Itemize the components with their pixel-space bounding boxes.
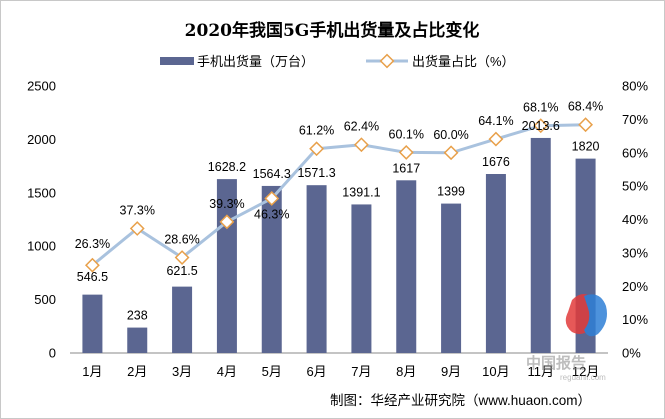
bar <box>127 327 148 353</box>
bar <box>261 185 282 353</box>
line-value-label: 68.4% <box>568 100 603 114</box>
bar <box>485 174 506 353</box>
bar <box>351 204 372 353</box>
x-tick-label: 10月 <box>482 364 509 379</box>
bar-value-label: 1617 <box>392 161 420 175</box>
line-marker <box>398 144 414 160</box>
legend-label-bar: 手机出货量（万台） <box>197 54 314 69</box>
y-left-tick-label: 0 <box>49 346 56 361</box>
bar-value-label: 1399 <box>437 185 465 199</box>
x-tick-label: 4月 <box>217 364 237 379</box>
line-marker <box>129 221 145 236</box>
legend-label-line: 出货量占比（%） <box>412 54 515 69</box>
line-marker <box>578 117 594 133</box>
x-tick-label: 9月 <box>441 364 461 379</box>
bar-value-label: 1564.3 <box>253 167 291 181</box>
line-series <box>84 117 594 273</box>
axes: 0 500 1000 1500 2000 2500 0% 10% 20% 30% 40% 50% 60%… <box>27 79 648 380</box>
bar-value-label: 238 <box>127 309 148 323</box>
line-value-label: 60.1% <box>389 127 424 141</box>
line-value-label: 28.6% <box>164 233 199 247</box>
data-labels: 546.5 238 621.5 1628.2 1564.3 1571.3 1391.1 161… <box>75 100 604 323</box>
line-marker <box>533 118 549 134</box>
bar-value-label: 1628.2 <box>208 160 246 174</box>
watermark-text: 中国报告 <box>526 354 586 372</box>
x-tick-label: 12月 <box>572 364 599 379</box>
line-marker <box>84 257 100 273</box>
line-marker <box>264 191 280 206</box>
bar-value-label: 1571.3 <box>297 166 335 180</box>
y-right-tick-label: 50% <box>622 179 648 194</box>
bar-value-label: 2013.6 <box>522 119 560 133</box>
line-value-label: 68.1% <box>523 101 558 115</box>
chart-title: 2020年我国5G手机出货量及占比变化 <box>185 20 480 41</box>
bar-value-label: 621.5 <box>166 264 197 278</box>
line-marker <box>309 141 325 157</box>
source-note: 制图：华经产业研究院（www.huaon.com） <box>330 393 591 408</box>
watermark-logo <box>565 294 607 337</box>
y-right-tick-label: 60% <box>622 145 648 160</box>
y-right-tick-label: 80% <box>622 79 648 94</box>
x-tick-label: 6月 <box>306 364 326 379</box>
y-right-tick-label: 40% <box>622 212 648 227</box>
line-value-label: 61.2% <box>299 124 334 138</box>
line-marker <box>174 250 190 265</box>
watermark-url: reguanli.com <box>560 373 606 382</box>
bar <box>306 185 327 353</box>
line-value-label: 37.3% <box>120 204 155 218</box>
bar-value-label: 1820 <box>572 140 600 154</box>
bar-value-label: 1676 <box>482 155 510 169</box>
x-tick-label: 5月 <box>262 364 282 379</box>
legend-bar-swatch <box>160 57 194 65</box>
y-right-tick-label: 30% <box>622 245 648 260</box>
bar <box>172 286 193 353</box>
legend: 手机出货量（万台） 出货量占比（%） <box>160 53 515 69</box>
line-marker <box>353 137 369 153</box>
y-left-tick-label: 1000 <box>27 239 56 254</box>
x-tick-label: 2月 <box>127 364 147 379</box>
x-tick-label: 1月 <box>82 364 102 379</box>
bar <box>530 137 551 353</box>
watermark-blue-shape <box>584 294 607 337</box>
y-left-tick-label: 500 <box>34 292 56 307</box>
bar-series <box>82 137 596 353</box>
line-path <box>91 123 586 267</box>
line-marker <box>443 145 459 161</box>
bar-value-label: 546.5 <box>77 270 108 284</box>
x-tick-label: 8月 <box>396 364 416 379</box>
y-right-tick-label: 10% <box>622 312 648 327</box>
line-value-label: 39.3% <box>209 197 244 211</box>
line-value-label: 60.0% <box>433 128 468 142</box>
legend-marker-swatch <box>379 53 395 69</box>
line-marker <box>219 214 235 230</box>
y-left-tick-label: 2000 <box>27 132 56 147</box>
bar-value-label: 1391.1 <box>342 185 380 199</box>
line-value-label: 46.3% <box>254 207 289 221</box>
line-marker <box>488 131 504 147</box>
line-value-label: 26.3% <box>75 237 110 251</box>
bar <box>396 180 417 353</box>
x-tick-label: 11月 <box>528 364 555 379</box>
y-right-tick-label: 0% <box>622 346 641 361</box>
y-left-tick-label: 2500 <box>27 79 56 94</box>
x-tick-label: 3月 <box>172 364 192 379</box>
bar <box>82 294 103 353</box>
line-value-label: 64.1% <box>478 114 513 128</box>
x-tick-label: 7月 <box>351 364 371 379</box>
y-right-tick-label: 70% <box>622 112 648 127</box>
line-value-label: 62.4% <box>344 120 379 134</box>
bar <box>441 203 462 353</box>
y-left-tick-label: 1500 <box>27 185 56 200</box>
y-right-tick-label: 20% <box>622 279 648 294</box>
